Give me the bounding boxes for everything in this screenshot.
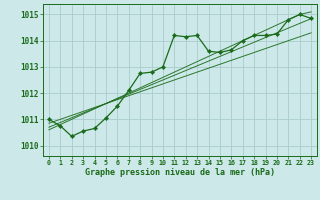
X-axis label: Graphe pression niveau de la mer (hPa): Graphe pression niveau de la mer (hPa) [85, 168, 275, 177]
